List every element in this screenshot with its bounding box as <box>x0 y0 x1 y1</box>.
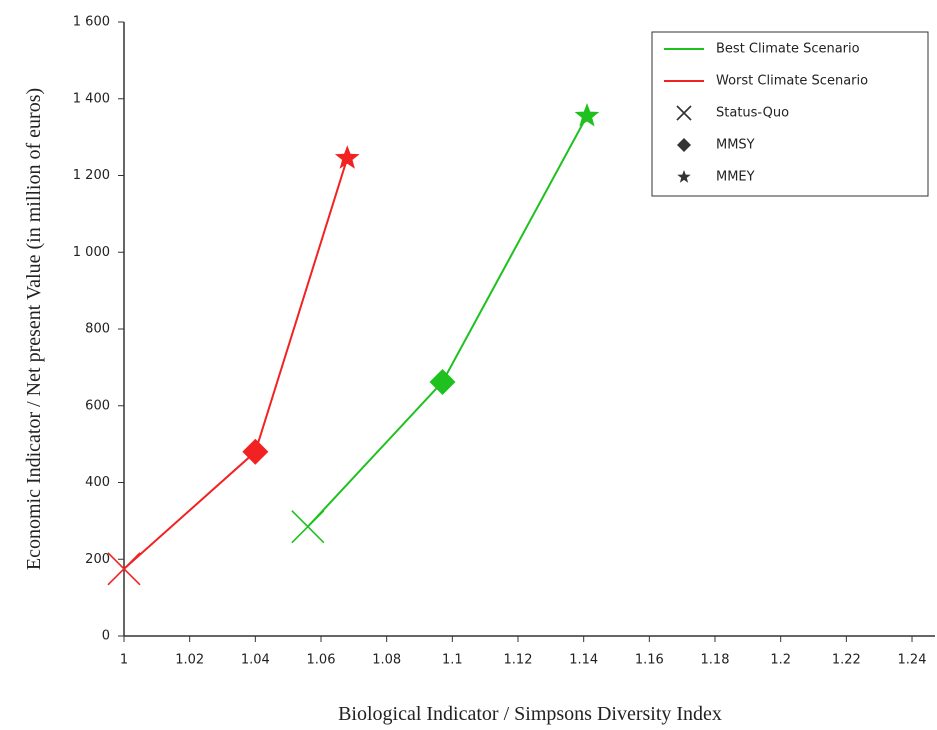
marker-star <box>334 145 360 169</box>
y-tick-label: 1 000 <box>73 245 110 260</box>
y-tick-label: 400 <box>85 475 110 490</box>
y-tick-label: 1 200 <box>73 168 110 183</box>
legend-label: MMSY <box>716 138 755 153</box>
x-tick-label: 1.04 <box>241 653 270 668</box>
x-tick-label: 1.24 <box>898 653 927 668</box>
legend: Best Climate Scenario Worst Climate Scena… <box>651 31 929 197</box>
marker-diamond <box>242 438 269 465</box>
legend-label: Status-Quo <box>716 106 789 121</box>
y-tick-label: 600 <box>85 398 110 413</box>
x-tick-label: 1 <box>120 653 128 668</box>
legend-box <box>651 31 929 197</box>
x-tick-label: 1.06 <box>307 653 336 668</box>
legend-label: Worst Climate Scenario <box>716 74 868 89</box>
legend-label: Best Climate Scenario <box>716 42 860 57</box>
x-tick-label: 1.2 <box>770 653 791 668</box>
y-tick-label: 200 <box>85 552 110 567</box>
y-tick-label: 1 600 <box>73 15 110 30</box>
legend-label: MMEY <box>716 170 755 185</box>
series-line <box>307 115 588 528</box>
x-tick-label: 1.08 <box>372 653 401 668</box>
marker-diamond <box>677 138 691 152</box>
marker-star <box>574 103 600 127</box>
y-tick-label: 1 400 <box>73 91 110 106</box>
x-tick-label: 1.02 <box>175 653 204 668</box>
x-tick-label: 1.14 <box>569 653 598 668</box>
marker-cross <box>107 552 141 586</box>
x-tick-label: 1.12 <box>504 653 533 668</box>
marker-cross <box>291 510 325 544</box>
x-tick-label: 1.1 <box>442 653 463 668</box>
x-tick-label: 1.18 <box>701 653 730 668</box>
series-line <box>123 157 349 570</box>
x-tick-label: 1.16 <box>635 653 664 668</box>
y-axis-title: Economic Indicator / Net present Value (… <box>23 88 45 570</box>
x-axis-title: Biological Indicator / Simpsons Diversit… <box>338 703 722 725</box>
marker-diamond <box>429 368 456 395</box>
x-tick-label: 1.22 <box>832 653 861 668</box>
marker-star <box>677 170 691 183</box>
marker-cross <box>676 105 692 121</box>
y-tick-label: 0 <box>102 629 110 644</box>
y-tick-label: 800 <box>85 322 110 337</box>
